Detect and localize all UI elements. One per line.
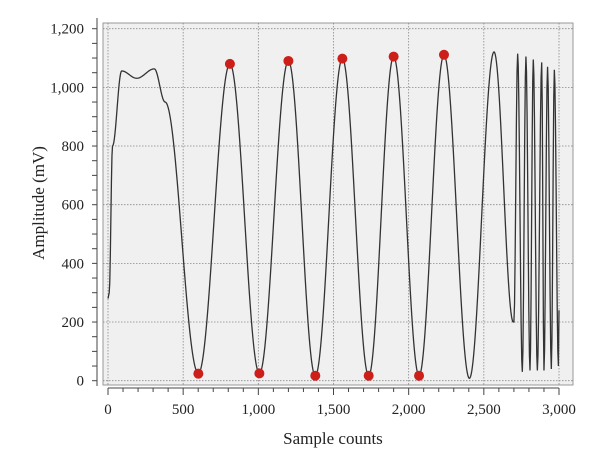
axes: 0 200 400 600 800 1,000 1,200 0 500 1,000 1,500 2,0… — [50, 18, 576, 418]
x-axis-label: Sample counts — [283, 429, 383, 448]
extrema-marker — [283, 55, 294, 66]
y-tick-label: 0 — [77, 374, 85, 390]
extrema-marker — [193, 368, 204, 379]
extrema-markers — [193, 49, 449, 381]
y-tick-label: 1,000 — [50, 80, 84, 96]
y-tick-label: 400 — [62, 256, 85, 272]
extrema-marker — [310, 370, 321, 381]
extrema-marker — [254, 368, 265, 379]
y-tick-label: 200 — [62, 315, 85, 331]
y-tick-label: 1,200 — [50, 22, 84, 38]
x-tick-label: 1,000 — [241, 402, 275, 418]
extrema-marker — [388, 51, 399, 62]
y-axis-label: Amplitude (mV) — [29, 146, 48, 260]
grid — [103, 23, 573, 385]
x-tick-label: 2,000 — [392, 402, 426, 418]
extrema-marker — [438, 49, 449, 60]
signal-line — [107, 50, 560, 380]
x-tick-label: 500 — [172, 402, 195, 418]
y-tick-label: 800 — [62, 139, 85, 155]
x-tick-label: 1,500 — [317, 402, 351, 418]
extrema-marker — [414, 370, 425, 381]
extrema-marker — [363, 370, 374, 381]
x-tick-label: 0 — [104, 402, 112, 418]
x-tick-label: 3,000 — [542, 402, 576, 418]
y-tick-label: 600 — [62, 198, 85, 214]
extrema-marker — [224, 58, 235, 69]
extrema-marker — [337, 53, 348, 64]
x-tick-label: 2,500 — [467, 402, 501, 418]
